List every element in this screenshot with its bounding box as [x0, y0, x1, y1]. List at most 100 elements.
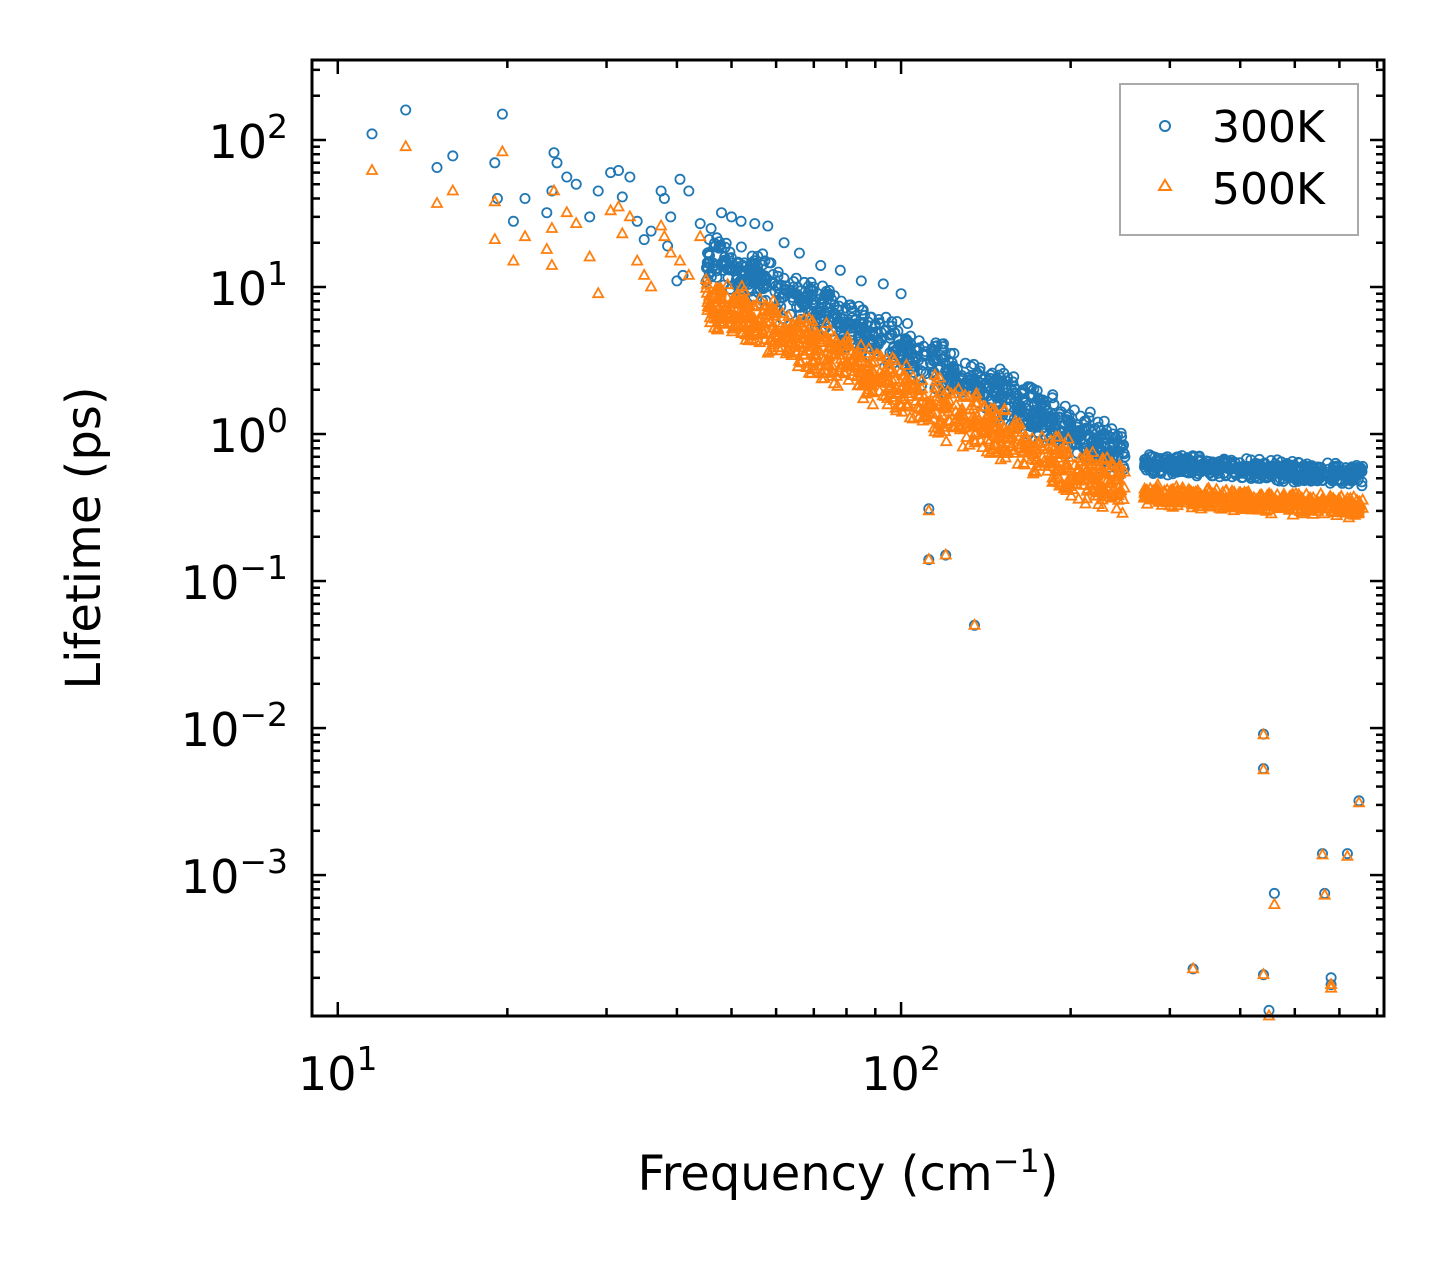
point-500k — [693, 229, 707, 242]
band-point-500k — [1208, 486, 1222, 499]
band-point-300k — [1287, 459, 1299, 471]
point-300k — [551, 157, 563, 169]
band-point-300k — [1117, 440, 1129, 452]
band-point-300k — [802, 280, 814, 292]
band-point-500k — [953, 422, 967, 435]
band-point-300k — [884, 332, 896, 344]
point-500k — [1318, 887, 1332, 900]
band-point-500k — [1098, 466, 1112, 479]
band-point-500k — [1026, 466, 1040, 479]
band-point-500k — [1025, 431, 1039, 443]
band-point-300k — [843, 299, 855, 311]
band-point-500k — [722, 316, 736, 328]
band-point-300k — [778, 272, 790, 284]
legend-label-300k: 300K — [1212, 102, 1326, 153]
band-point-500k — [1299, 498, 1313, 511]
x-tick-label: 101 — [298, 1039, 378, 1101]
band-point-500k — [1005, 438, 1019, 451]
band-point-500k — [1182, 482, 1196, 495]
point-300k — [815, 259, 827, 271]
band-point-500k — [932, 398, 946, 411]
point-500k — [1315, 847, 1330, 860]
band-point-500k — [888, 372, 902, 384]
band-point-300k — [1028, 383, 1040, 395]
point-500k — [922, 503, 936, 516]
band-point-500k — [872, 384, 887, 396]
point-300k — [624, 171, 636, 183]
band-point-300k — [1187, 460, 1199, 472]
band-point-300k — [1168, 459, 1180, 471]
point-300k — [613, 164, 625, 176]
band-point-500k — [913, 389, 927, 401]
band-point-500k — [1047, 459, 1061, 472]
band-point-500k — [1227, 503, 1241, 516]
band-point-500k — [796, 347, 810, 360]
band-point-500k — [714, 309, 728, 321]
plot-frame — [310, 58, 1386, 1018]
band-point-300k — [1084, 406, 1096, 418]
band-point-500k — [929, 374, 943, 386]
y-tick-label: 100 — [208, 401, 288, 463]
band-point-500k — [1055, 445, 1069, 457]
band-point-500k — [1091, 497, 1106, 510]
point-500k — [545, 221, 559, 233]
band-point-500k — [1029, 439, 1043, 452]
band-point-300k — [955, 374, 967, 386]
band-point-300k — [737, 269, 749, 281]
band-point-500k — [825, 363, 839, 376]
band-point-300k — [1140, 457, 1152, 469]
band-point-500k — [994, 424, 1008, 437]
x-tick-label: 102 — [861, 1039, 941, 1101]
y-tick-label: 101 — [208, 254, 288, 316]
band-point-500k — [1051, 450, 1065, 463]
point-300k — [683, 185, 695, 197]
point-500k — [1324, 977, 1338, 989]
band-point-300k — [1207, 457, 1219, 469]
band-point-500k — [1208, 491, 1222, 504]
point-500k — [673, 253, 687, 266]
band-point-500k — [717, 301, 731, 314]
band-point-500k — [827, 376, 841, 389]
band-point-500k — [1152, 489, 1166, 502]
band-point-300k — [1206, 459, 1218, 471]
band-point-300k — [1248, 459, 1260, 471]
band-point-500k — [910, 400, 924, 413]
band-point-300k — [891, 315, 903, 327]
band-point-500k — [926, 406, 940, 419]
band-point-300k — [1007, 376, 1019, 388]
point-500k — [446, 183, 460, 196]
band-point-300k — [1343, 478, 1355, 490]
band-point-300k — [718, 254, 730, 266]
band-point-500k — [1086, 445, 1100, 458]
band-point-500k — [875, 375, 889, 388]
band-point-300k — [948, 347, 960, 359]
band-point-500k — [780, 329, 794, 342]
band-point-300k — [1245, 472, 1257, 484]
band-point-500k — [886, 350, 900, 363]
band-point-500k — [787, 339, 801, 352]
band-point-300k — [1038, 396, 1050, 408]
point-300k — [855, 275, 867, 287]
band-point-300k — [1253, 468, 1265, 480]
band-point-500k — [1226, 493, 1240, 506]
band-point-500k — [766, 320, 780, 333]
band-point-500k — [1068, 458, 1082, 471]
band-point-500k — [937, 401, 951, 414]
band-point-500k — [1324, 490, 1338, 503]
tick-labels: 101 102 102 101 100 10−1 10−2 10−3 — [181, 107, 941, 1101]
band-point-500k — [1205, 498, 1219, 511]
band-point-300k — [981, 390, 993, 402]
band-point-300k — [956, 373, 968, 385]
legend-box — [1119, 83, 1359, 236]
y-axis-title: Lifetime (ps) — [56, 386, 112, 689]
band-point-500k — [997, 402, 1012, 414]
band-point-300k — [1028, 411, 1040, 423]
band-point-300k — [1106, 442, 1118, 454]
point-500k — [922, 552, 936, 564]
band-point-500k — [761, 345, 775, 358]
band-point-500k — [952, 417, 966, 430]
band-point-500k — [1018, 457, 1032, 470]
band-point-500k — [955, 401, 969, 414]
band-point-500k — [994, 452, 1008, 465]
band-point-500k — [802, 359, 816, 372]
